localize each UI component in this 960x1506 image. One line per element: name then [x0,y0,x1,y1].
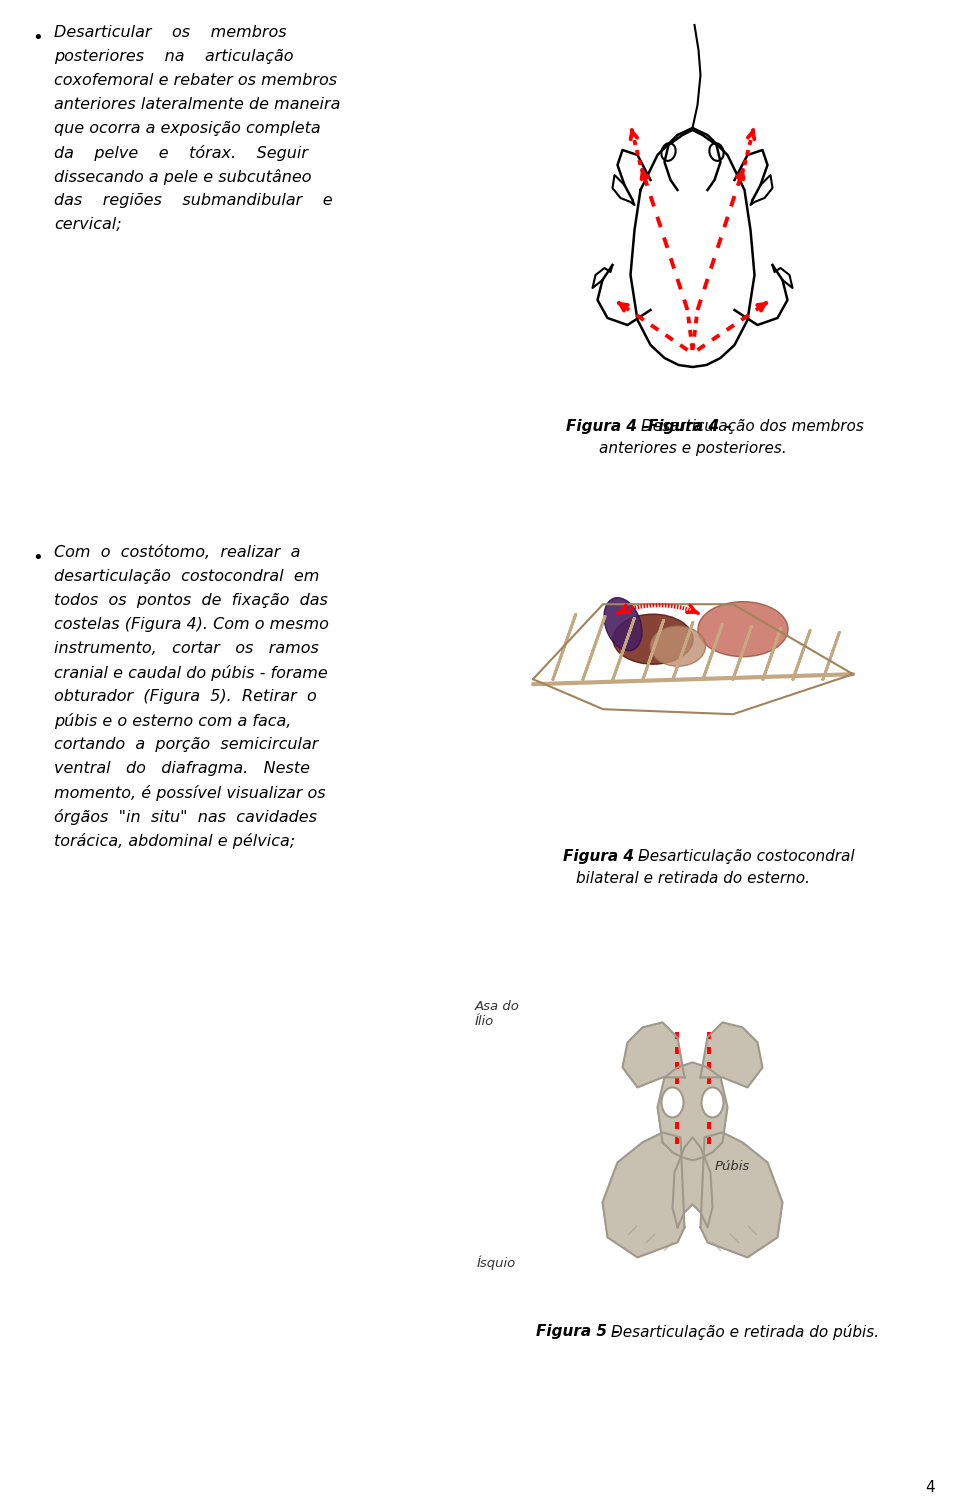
Text: Figura 4 –: Figura 4 – [648,419,737,434]
Text: instrumento,   cortar   os   ramos: instrumento, cortar os ramos [54,642,319,657]
Polygon shape [603,1133,684,1258]
Text: Desarticulação dos membros: Desarticulação dos membros [641,419,864,434]
Text: Desarticular    os    membros: Desarticular os membros [54,26,287,41]
Text: todos  os  pontos  de  fixação  das: todos os pontos de fixação das [54,593,328,608]
Text: obturador  (Figura  5).  Retirar  o: obturador (Figura 5). Retirar o [54,690,317,703]
Ellipse shape [613,614,693,664]
Bar [455,15,930,405]
Text: Ísquio: Ísquio [477,1254,516,1270]
Text: •: • [32,550,43,566]
Text: bilateral e retirada do esterno.: bilateral e retirada do esterno. [575,870,809,886]
Text: posteriores    na    articulação: posteriores na articulação [54,50,294,63]
Text: torácica, abdominal e pélvica;: torácica, abdominal e pélvica; [54,833,295,849]
Ellipse shape [651,626,706,666]
Text: •: • [32,29,43,47]
Text: anteriores e posteriores.: anteriores e posteriores. [599,441,786,456]
Polygon shape [622,1023,684,1087]
Text: Figura 5 –: Figura 5 – [536,1324,625,1339]
Text: cortando  a  porção  semicircular: cortando a porção semicircular [54,736,319,751]
Text: coxofemoral e rebater os membros: coxofemoral e rebater os membros [54,72,337,87]
Bar [455,940,930,1310]
Text: que ocorra a exposição completa: que ocorra a exposição completa [54,120,321,136]
Text: momento, é possível visualizar os: momento, é possível visualizar os [54,785,325,801]
Text: 4: 4 [925,1480,935,1495]
Text: da    pelve    e    tórax.    Seguir: da pelve e tórax. Seguir [54,145,308,161]
Bar [455,545,930,834]
Text: Desarticulação e retirada do púbis.: Desarticulação e retirada do púbis. [611,1324,878,1340]
Text: desarticulação  costocondral  em: desarticulação costocondral em [54,569,320,584]
Text: Púbis: Púbis [714,1160,750,1173]
Text: Desarticulação costocondral: Desarticulação costocondral [638,849,854,864]
Text: costelas (Figura 4). Com o mesmo: costelas (Figura 4). Com o mesmo [54,617,329,633]
Polygon shape [701,1133,782,1258]
Text: cranial e caudal do púbis - forame: cranial e caudal do púbis - forame [54,666,327,681]
Ellipse shape [698,602,788,657]
Text: Com  o  costótomo,  realizar  a: Com o costótomo, realizar a [54,545,300,560]
Ellipse shape [661,1087,684,1117]
Ellipse shape [702,1087,724,1117]
Polygon shape [701,1023,762,1087]
Polygon shape [658,1062,728,1161]
Text: Asa do
Ílio: Asa do Ílio [475,1000,520,1029]
Text: cervical;: cervical; [54,217,122,232]
Text: Figura 4 –: Figura 4 – [563,849,652,864]
Ellipse shape [604,598,642,651]
Text: ventral   do   diafragma.   Neste: ventral do diafragma. Neste [54,761,310,776]
Text: das    regiões    submandibular    e: das regiões submandibular e [54,193,332,208]
Text: púbis e o esterno com a faca,: púbis e o esterno com a faca, [54,712,292,729]
Text: órgãos  "in  situ"  nas  cavidades: órgãos "in situ" nas cavidades [54,809,317,825]
Text: anteriores lateralmente de maneira: anteriores lateralmente de maneira [54,96,341,111]
Text: dissecando a pele e subcutâneo: dissecando a pele e subcutâneo [54,169,311,185]
Text: Figura 4 –: Figura 4 – [566,419,656,434]
Polygon shape [673,1137,712,1227]
